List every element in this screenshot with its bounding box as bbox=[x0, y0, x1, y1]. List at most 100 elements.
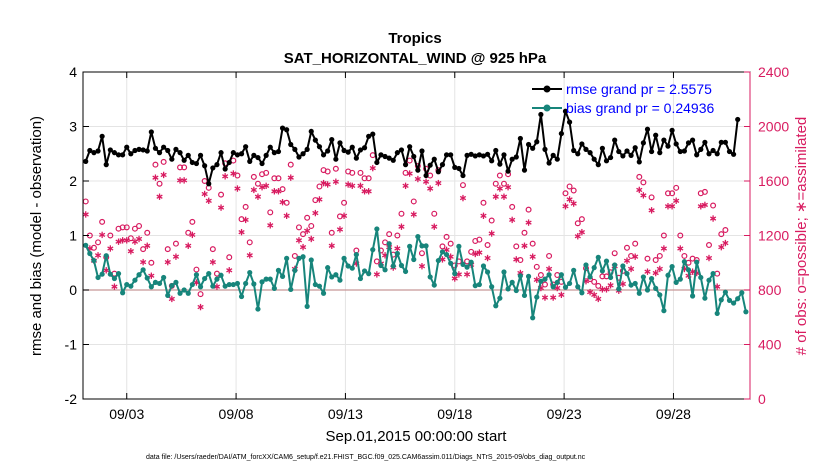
bias-point bbox=[259, 279, 265, 285]
obs-possible-marker bbox=[529, 240, 536, 247]
rmse-point bbox=[689, 137, 696, 143]
x-tick-label: 09/18 bbox=[437, 406, 472, 422]
x-tick-label: 09/23 bbox=[547, 406, 582, 422]
bias-point bbox=[653, 285, 659, 291]
rmse-point bbox=[448, 152, 454, 158]
rmse-point bbox=[120, 152, 126, 158]
bias-point bbox=[575, 284, 581, 290]
obs-possible-marker bbox=[611, 250, 618, 257]
obs-possible-marker bbox=[152, 161, 159, 168]
bias-point bbox=[726, 297, 733, 303]
rmse-point bbox=[95, 148, 101, 154]
y-right-tick-label: 1600 bbox=[758, 173, 789, 189]
obs-possible-marker bbox=[636, 173, 643, 180]
rmse-point bbox=[648, 148, 655, 155]
obs-possible-marker bbox=[361, 175, 368, 182]
obs-assimilated-marker bbox=[205, 197, 212, 205]
left-y-axis-label: rmse and bias (model - observation) bbox=[28, 116, 45, 356]
bias-point bbox=[714, 310, 720, 317]
obs-assimilated-marker bbox=[345, 181, 352, 188]
rmse-point bbox=[165, 147, 171, 154]
rmse-point bbox=[521, 167, 528, 173]
rmse-point bbox=[607, 154, 614, 161]
obs-assimilated-marker bbox=[160, 171, 167, 179]
obs-assimilated-marker bbox=[115, 238, 122, 245]
bias-point bbox=[267, 276, 273, 282]
bias-point bbox=[743, 309, 749, 315]
bias-point bbox=[632, 280, 638, 287]
x-tick-label: 09/03 bbox=[109, 406, 144, 422]
obs-assimilated-marker bbox=[246, 252, 253, 259]
obs-assimilated-marker bbox=[217, 204, 225, 211]
bias-point bbox=[550, 284, 556, 290]
obs-possible-marker bbox=[517, 257, 524, 264]
obs-possible-marker bbox=[148, 259, 155, 266]
bias-point bbox=[616, 286, 622, 292]
obs-assimilated-marker bbox=[562, 203, 569, 210]
bias-point bbox=[234, 280, 241, 287]
obs-assimilated-marker bbox=[529, 253, 536, 260]
bias-point bbox=[103, 253, 109, 259]
rmse-point bbox=[710, 147, 716, 154]
bias-point bbox=[292, 267, 298, 273]
bias-point bbox=[419, 243, 425, 249]
obs-possible-marker bbox=[308, 222, 315, 229]
obs-assimilated-marker bbox=[697, 203, 704, 210]
legend-bias-marker bbox=[543, 104, 551, 112]
bias-point bbox=[333, 272, 339, 278]
bias-point bbox=[583, 262, 589, 268]
obs-possible-marker bbox=[131, 225, 138, 232]
bias-point bbox=[620, 263, 626, 269]
rmse-point bbox=[173, 146, 179, 152]
rmse-point bbox=[91, 150, 97, 156]
obs-assimilated-marker bbox=[619, 280, 626, 288]
obs-assimilated-marker bbox=[459, 194, 467, 202]
obs-possible-marker bbox=[546, 252, 553, 259]
rmse-point bbox=[402, 162, 409, 168]
bias-point bbox=[402, 268, 409, 275]
bias-point bbox=[210, 283, 216, 289]
obs-possible-marker bbox=[250, 173, 257, 180]
bias-point bbox=[640, 274, 646, 280]
legend-rmse-label: rmse grand pr = 2.5575 bbox=[566, 81, 712, 97]
rmse-point bbox=[411, 153, 417, 160]
bias-point bbox=[251, 281, 257, 287]
rmse-point bbox=[452, 164, 458, 170]
rmse-point bbox=[83, 158, 89, 164]
rmse-point bbox=[279, 125, 286, 131]
bias-point bbox=[177, 290, 183, 296]
obs-assimilated-marker bbox=[410, 211, 417, 218]
bias-point bbox=[230, 281, 236, 288]
bias-point bbox=[505, 286, 511, 292]
bias-point bbox=[739, 290, 745, 296]
rmse-point bbox=[382, 153, 388, 160]
rmse-point bbox=[218, 150, 224, 156]
obs-assimilated-marker bbox=[103, 267, 110, 274]
bias-point bbox=[378, 262, 384, 269]
obs-possible-marker bbox=[201, 178, 208, 185]
y-right-tick-label: 800 bbox=[758, 282, 782, 298]
obs-assimilated-marker bbox=[127, 248, 134, 255]
bias-point bbox=[497, 295, 503, 301]
obs-possible-marker bbox=[652, 257, 659, 264]
rmse-point bbox=[169, 156, 175, 162]
rmse-point bbox=[591, 156, 597, 162]
obs-possible-marker bbox=[656, 252, 663, 259]
x-axis-label: Sep.01,2015 00:00:00 start bbox=[326, 428, 508, 445]
rmse-point bbox=[185, 152, 191, 158]
obs-assimilated-marker bbox=[267, 222, 274, 229]
bias-point bbox=[468, 259, 474, 265]
obs-assimilated-marker bbox=[107, 245, 114, 252]
rmse-point bbox=[718, 139, 724, 145]
obs-assimilated-marker bbox=[299, 243, 307, 251]
rmse-point bbox=[390, 157, 396, 163]
obs-possible-marker bbox=[332, 165, 339, 172]
obs-assimilated-marker bbox=[644, 268, 651, 275]
rmse-point bbox=[542, 146, 548, 152]
obs-assimilated-marker bbox=[603, 286, 610, 293]
obs-assimilated-marker bbox=[135, 235, 143, 243]
obs-assimilated-marker bbox=[648, 207, 655, 214]
obs-assimilated-marker bbox=[418, 263, 426, 270]
rmse-point bbox=[284, 127, 290, 133]
rmse-point bbox=[435, 169, 441, 175]
